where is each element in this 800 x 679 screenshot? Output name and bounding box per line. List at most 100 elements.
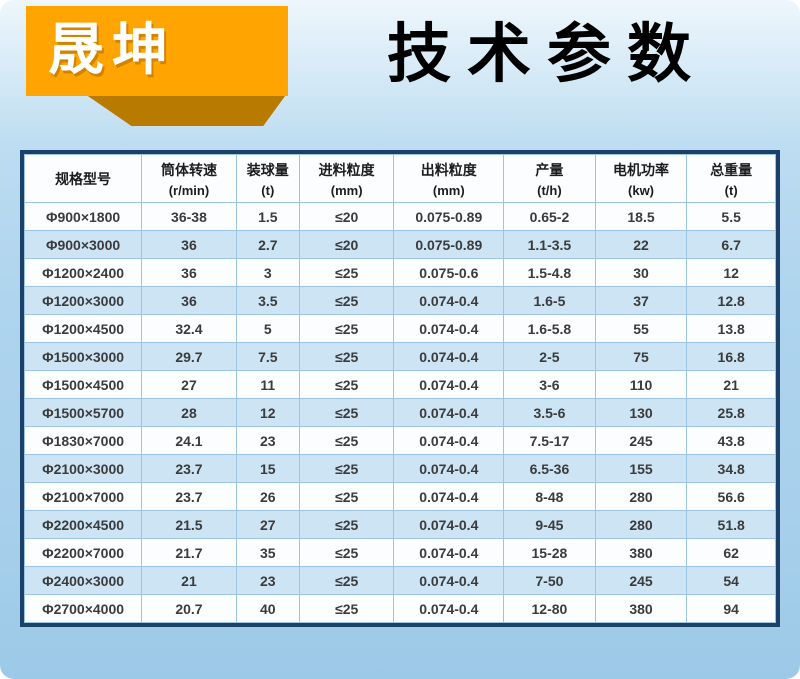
value-cell: 23 <box>235 426 300 455</box>
value-cell: 29.7 <box>141 342 237 371</box>
value-cell: 0.074-0.4 <box>393 482 505 511</box>
model-cell: Φ2700×4000 <box>23 594 143 623</box>
value-cell: 380 <box>594 538 688 567</box>
value-cell: 54 <box>686 566 776 595</box>
model-cell: Φ2200×4500 <box>23 510 143 539</box>
model-cell: Φ1500×4500 <box>23 370 143 399</box>
value-cell: 1.5 <box>235 202 300 231</box>
column-header: 电机功率 (kw) <box>594 154 688 203</box>
column-header: 产量 (t/h) <box>503 154 596 203</box>
column-header-label: 总重量 <box>710 161 753 178</box>
value-cell: 32.4 <box>141 314 237 343</box>
value-cell: 37 <box>594 286 688 315</box>
column-header-unit: (t) <box>261 182 275 198</box>
value-cell: 27 <box>235 510 300 539</box>
value-cell: 1.1-3.5 <box>503 230 596 259</box>
table-row: Φ1200×3000 36 3.5 ≤25 0.074-0.4 1.6-5 37 12.8 <box>23 286 776 315</box>
column-header: 装球量 (t) <box>235 154 300 203</box>
value-cell: ≤25 <box>298 314 395 343</box>
value-cell: 0.075-0.89 <box>393 230 505 259</box>
value-cell: 0.074-0.4 <box>393 426 505 455</box>
value-cell: 12-80 <box>503 594 596 623</box>
value-cell: 15-28 <box>503 538 596 567</box>
column-header-label: 电机功率 <box>613 161 670 178</box>
model-cell: Φ900×1800 <box>23 202 143 231</box>
value-cell: 13.8 <box>686 314 776 343</box>
value-cell: 26 <box>235 482 300 511</box>
value-cell: 0.074-0.4 <box>393 370 505 399</box>
value-cell: 51.8 <box>686 510 776 539</box>
table-row: Φ2200×7000 21.7 35 ≤25 0.074-0.4 15-28 380 62 <box>23 538 776 567</box>
model-cell: Φ1500×3000 <box>23 342 143 371</box>
value-cell: 16.8 <box>686 342 776 371</box>
value-cell: 28 <box>141 398 237 427</box>
brand-logo-text: 晟坤 <box>26 6 288 96</box>
value-cell: 36-38 <box>141 202 237 231</box>
value-cell: ≤25 <box>298 482 395 511</box>
header: 晟坤 技术参数 <box>0 0 800 150</box>
value-cell: 2.7 <box>235 230 300 259</box>
value-cell: 20.7 <box>141 594 237 623</box>
model-cell: Φ900×3000 <box>23 230 143 259</box>
model-cell: Φ2100×7000 <box>23 482 143 511</box>
value-cell: ≤25 <box>298 594 395 623</box>
value-cell: 155 <box>594 454 688 483</box>
value-cell: 9-45 <box>503 510 596 539</box>
value-cell: 21 <box>141 566 237 595</box>
value-cell: 27 <box>141 370 237 399</box>
column-header-label: 规格型号 <box>55 170 112 187</box>
column-header: 规格型号 <box>23 154 143 203</box>
value-cell: 15 <box>235 454 300 483</box>
column-header: 进料粒度 (mm) <box>298 154 395 203</box>
value-cell: 94 <box>686 594 776 623</box>
table-row: Φ2700×4000 20.7 40 ≤25 0.074-0.4 12-80 380 94 <box>23 594 776 623</box>
value-cell: 3-6 <box>503 370 596 399</box>
value-cell: 7-50 <box>503 566 596 595</box>
model-cell: Φ2100×3000 <box>23 454 143 483</box>
value-cell: 7.5 <box>235 342 300 371</box>
value-cell: 25.8 <box>686 398 776 427</box>
value-cell: 24.1 <box>141 426 237 455</box>
value-cell: ≤25 <box>298 342 395 371</box>
model-cell: Φ2400×3000 <box>23 566 143 595</box>
value-cell: 22 <box>594 230 688 259</box>
value-cell: 36 <box>141 258 237 287</box>
spec-table-body: Φ900×1800 36-38 1.5 ≤20 0.075-0.89 0.65-2 18.5… <box>23 202 776 623</box>
spec-table: 规格型号 筒体转速 (r/min) 装球量 (t) 进料粒度 (mm) 出料粒度 (mm) 产量 (… <box>23 154 776 623</box>
column-header-unit: (kw) <box>628 182 655 198</box>
value-cell: 43.8 <box>686 426 776 455</box>
value-cell: 34.8 <box>686 454 776 483</box>
value-cell: 0.075-0.6 <box>393 258 505 287</box>
table-row: Φ2100×3000 23.7 15 ≤25 0.074-0.4 6.5-36 155 34.… <box>23 454 776 483</box>
value-cell: 280 <box>594 482 688 511</box>
column-header-label: 装球量 <box>246 161 289 178</box>
value-cell: ≤25 <box>298 370 395 399</box>
value-cell: 23.7 <box>141 454 237 483</box>
value-cell: 245 <box>594 566 688 595</box>
column-header: 出料粒度 (mm) <box>393 154 505 203</box>
table-row: Φ900×1800 36-38 1.5 ≤20 0.075-0.89 0.65-2 18.5… <box>23 202 776 231</box>
value-cell: 36 <box>141 286 237 315</box>
header-row: 规格型号 筒体转速 (r/min) 装球量 (t) 进料粒度 (mm) 出料粒度 (mm) 产量 (… <box>23 154 776 203</box>
value-cell: 3.5 <box>235 286 300 315</box>
value-cell: ≤20 <box>298 202 395 231</box>
brand-logo: 晟坤 <box>26 6 288 128</box>
value-cell: ≤25 <box>298 426 395 455</box>
value-cell: 280 <box>594 510 688 539</box>
value-cell: 18.5 <box>594 202 688 231</box>
value-cell: 12.8 <box>686 286 776 315</box>
value-cell: 0.074-0.4 <box>393 454 505 483</box>
value-cell: 21.7 <box>141 538 237 567</box>
model-cell: Φ1830×7000 <box>23 426 143 455</box>
value-cell: 0.074-0.4 <box>393 594 505 623</box>
value-cell: 35 <box>235 538 300 567</box>
brand-logo-3d-shadow <box>82 92 288 126</box>
value-cell: 0.074-0.4 <box>393 538 505 567</box>
value-cell: ≤25 <box>298 286 395 315</box>
value-cell: 62 <box>686 538 776 567</box>
value-cell: ≤25 <box>298 566 395 595</box>
table-row: Φ2100×7000 23.7 26 ≤25 0.074-0.4 8-48 280 56.6 <box>23 482 776 511</box>
column-header-label: 进料粒度 <box>318 161 375 178</box>
value-cell: 55 <box>594 314 688 343</box>
